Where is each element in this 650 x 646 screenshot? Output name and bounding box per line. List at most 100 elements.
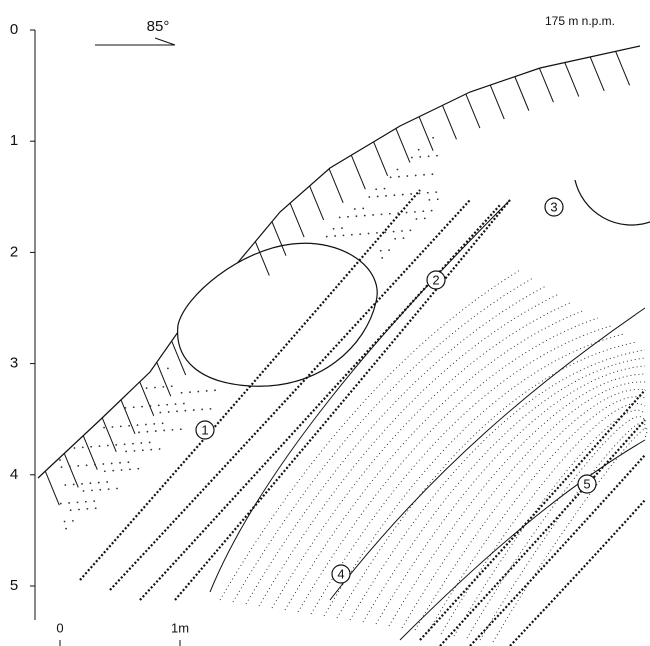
dotted-layer	[311, 326, 611, 614]
sand-dot	[153, 423, 155, 425]
sand-dot	[351, 234, 353, 236]
sand-dot	[121, 469, 123, 471]
sand-dot	[193, 409, 195, 411]
sand-dot	[83, 490, 85, 492]
sand-dot	[354, 208, 356, 210]
hatch	[419, 117, 433, 151]
sand-dot	[166, 404, 168, 406]
sand-dot	[384, 188, 386, 190]
sand-dot	[394, 238, 396, 240]
sand-dot	[115, 444, 117, 446]
sand-dot	[70, 509, 72, 511]
hatch	[590, 57, 604, 91]
elevation-label: 175 m n.p.m.	[545, 14, 615, 28]
depth-label: 3	[10, 355, 18, 372]
sand-dot	[77, 501, 79, 503]
sand-dot	[356, 215, 358, 217]
sand-dot	[359, 233, 361, 235]
sand-dot	[128, 425, 130, 427]
sand-dot	[168, 411, 170, 413]
sand-dot	[81, 483, 83, 485]
hatch	[351, 155, 365, 189]
layer-label: 2	[432, 272, 439, 287]
sand-dot	[175, 403, 177, 405]
sand-dot	[85, 501, 87, 503]
sand-dot	[416, 218, 418, 220]
hatch	[490, 85, 504, 119]
sand-dot	[423, 174, 425, 176]
sand-dot	[129, 468, 131, 470]
sand-dot	[78, 509, 80, 511]
sand-dot	[137, 468, 139, 470]
sand-dot	[435, 191, 437, 193]
sand-dot	[339, 217, 341, 219]
sand-dot	[162, 422, 164, 424]
sand-dot	[64, 521, 66, 523]
dotted-layer	[389, 374, 645, 626]
sand-dot	[214, 389, 216, 391]
dotted-layer	[493, 429, 647, 642]
sand-dot	[406, 175, 408, 177]
sand-dot	[389, 213, 391, 215]
sand-dot	[150, 405, 152, 407]
sand-dot	[137, 424, 139, 426]
sand-dot	[141, 406, 143, 408]
hatch	[102, 418, 116, 452]
depth-label: 5	[10, 577, 18, 594]
sand-dot	[112, 470, 114, 472]
dotted-layer	[454, 410, 645, 636]
sand-dot	[77, 465, 79, 467]
sand-dot	[397, 212, 399, 214]
depth-label: 0	[10, 21, 18, 38]
layer-boundary	[330, 308, 645, 600]
hatch	[157, 362, 171, 396]
sand-dot	[362, 208, 364, 210]
sand-dot	[64, 484, 66, 486]
dotted-layer	[441, 404, 645, 634]
sand-dot	[104, 470, 106, 472]
sand-dot	[120, 426, 122, 428]
sand-dot	[111, 463, 113, 465]
hatch	[121, 400, 135, 434]
dotted-layer	[350, 350, 645, 620]
sand-dot	[127, 461, 129, 463]
layer-label: 3	[550, 199, 557, 214]
sand-dot	[116, 488, 118, 490]
scale-label: 0	[56, 620, 63, 635]
sand-dot	[72, 520, 74, 522]
sand-dot	[185, 410, 187, 412]
sand-dot	[436, 155, 438, 157]
sand-dot	[94, 464, 96, 466]
sand-dot	[181, 392, 183, 394]
sand-dot	[102, 463, 104, 465]
sand-dot	[401, 230, 403, 232]
sand-dot	[61, 466, 63, 468]
sand-dot	[108, 488, 110, 490]
depth-label: 4	[10, 466, 18, 483]
sand-dot	[65, 528, 67, 530]
hatch	[290, 203, 304, 237]
sand-dot	[380, 250, 382, 252]
sand-dot	[112, 426, 114, 428]
sand-dot	[93, 500, 95, 502]
sand-dot	[393, 231, 395, 233]
sand-dot	[397, 169, 399, 171]
sand-dot	[411, 157, 413, 159]
sand-dot	[428, 155, 430, 157]
section-drawing	[35, 30, 650, 646]
sand-dot	[377, 196, 379, 198]
sand-dot	[334, 235, 336, 237]
hatch	[565, 63, 579, 97]
sand-dot	[364, 215, 366, 217]
sand-dot	[91, 489, 93, 491]
sand-dot	[163, 430, 165, 432]
sand-dot	[69, 466, 71, 468]
sand-dot	[124, 407, 126, 409]
sand-dot	[95, 507, 97, 509]
sand-dot	[140, 442, 142, 444]
sand-dot	[428, 199, 430, 201]
sand-dot	[372, 214, 374, 216]
sand-dot	[183, 403, 185, 405]
gravel-band	[470, 455, 645, 646]
sand-dot	[103, 427, 105, 429]
